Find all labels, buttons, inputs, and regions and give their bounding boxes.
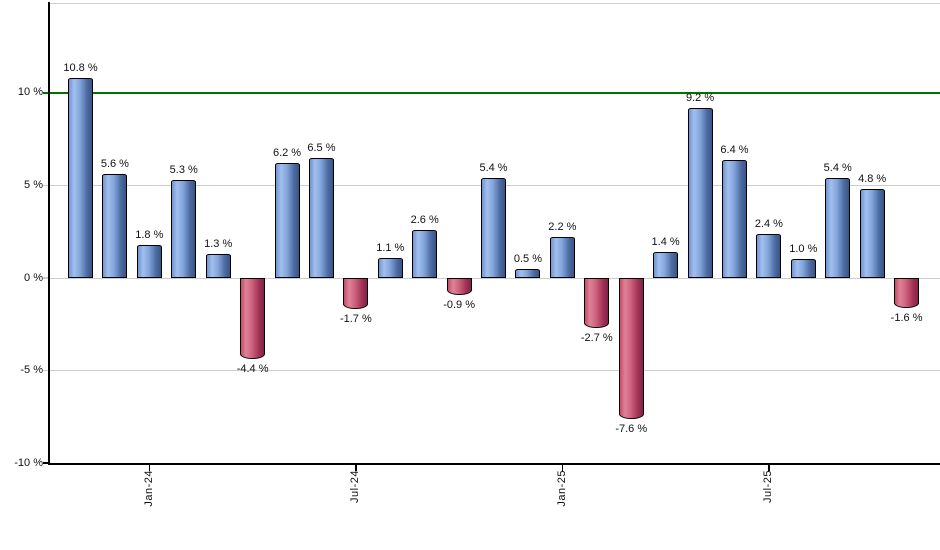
bar-value-label: -0.9 %: [443, 298, 476, 311]
y-tick: [43, 462, 49, 464]
bar-value-label: 1.0 %: [789, 243, 818, 256]
bar-May-25: [687, 107, 713, 278]
bar-value-label: 6.2 %: [272, 147, 302, 160]
bar-value-label: -1.6 %: [890, 311, 923, 324]
bar-Aug-25: [790, 259, 816, 278]
bar-Dec-24: [515, 268, 541, 278]
y-tick-label: -5 %: [20, 364, 43, 377]
bar-value-label: 4.8 %: [858, 173, 887, 186]
bar-value-label: 6.4 %: [720, 143, 749, 156]
y-tick: [43, 369, 49, 372]
bar-value-label: 1.1 %: [376, 241, 405, 254]
bar-value-label: 1.8 %: [135, 228, 164, 241]
bar-value-label: 10.8 %: [63, 62, 98, 75]
y-gridline: [49, 370, 940, 372]
y-tick-label: 0 %: [24, 271, 43, 284]
y-tick-label: 10 %: [17, 86, 43, 99]
bar-value-label: 2.6 %: [410, 213, 439, 226]
x-tick: [355, 465, 357, 471]
y-tick-label: 5 %: [24, 178, 43, 191]
bar-value-label: 5.6 %: [100, 158, 129, 171]
bar-Mar-24: [205, 253, 231, 278]
y-axis-line: [48, 2, 50, 465]
bar-Nov-24: [481, 178, 507, 278]
bar-Feb-25: [584, 278, 610, 328]
bar-Oct-25: [859, 189, 885, 278]
bar-value-label: -4.4 %: [236, 363, 269, 376]
bar-Nov-25: [894, 278, 920, 308]
plot-top-border: [49, 3, 940, 4]
bar-value-label: 1.3 %: [204, 237, 233, 250]
bar-Jan-25: [549, 237, 575, 278]
x-tick-label: Jul-25: [762, 470, 775, 503]
bar-Feb-24: [171, 179, 197, 278]
bar-Dec-23: [102, 174, 128, 278]
x-tick: [561, 465, 564, 471]
x-tick-label: Jan-25: [555, 470, 568, 507]
bar-Apr-24: [240, 278, 266, 360]
x-tick-label: Jul-24: [349, 470, 362, 503]
bar-Nov-23: [68, 78, 93, 278]
bar-value-label: 6.5 %: [307, 141, 336, 154]
bar-Jan-24: [136, 244, 162, 278]
x-tick-label: Jan-24: [142, 470, 155, 507]
bar-value-label: 2.2 %: [548, 221, 577, 234]
bar-Jun-25: [721, 159, 747, 278]
bar-value-label: 1.4 %: [651, 236, 680, 249]
bar-value-label: -7.6 %: [615, 422, 648, 435]
bar-Jun-24: [308, 157, 334, 278]
threshold-line-10pct: [49, 92, 940, 94]
bar-value-label: 9.2 %: [685, 91, 715, 104]
bar-Jul-25: [756, 233, 782, 278]
y-tick-label: -10 %: [14, 456, 43, 469]
bar-Sep-25: [825, 178, 851, 278]
y-gridline: [49, 277, 940, 279]
bar-value-label: -2.7 %: [580, 331, 613, 344]
bar-value-label: 2.4 %: [754, 217, 783, 230]
x-tick: [148, 465, 151, 471]
bar-value-label: 5.3 %: [169, 163, 198, 176]
bar-Aug-24: [377, 257, 403, 278]
y-tick: [43, 92, 49, 94]
bar-Sep-24: [412, 229, 438, 278]
bar-Jul-24: [343, 278, 369, 310]
bar-value-label: -1.7 %: [339, 313, 372, 326]
x-tick: [768, 465, 770, 471]
y-tick: [43, 277, 49, 279]
bar-May-24: [274, 163, 300, 278]
x-axis-line: [48, 463, 940, 465]
bar-value-label: 5.4 %: [479, 162, 508, 175]
y-tick: [43, 184, 49, 187]
bar-Oct-24: [446, 278, 472, 295]
bar-Mar-25: [618, 278, 644, 419]
bar-value-label: 0.5 %: [513, 252, 543, 265]
bar-value-label: 5.4 %: [823, 162, 852, 175]
bar-Apr-25: [653, 252, 679, 278]
